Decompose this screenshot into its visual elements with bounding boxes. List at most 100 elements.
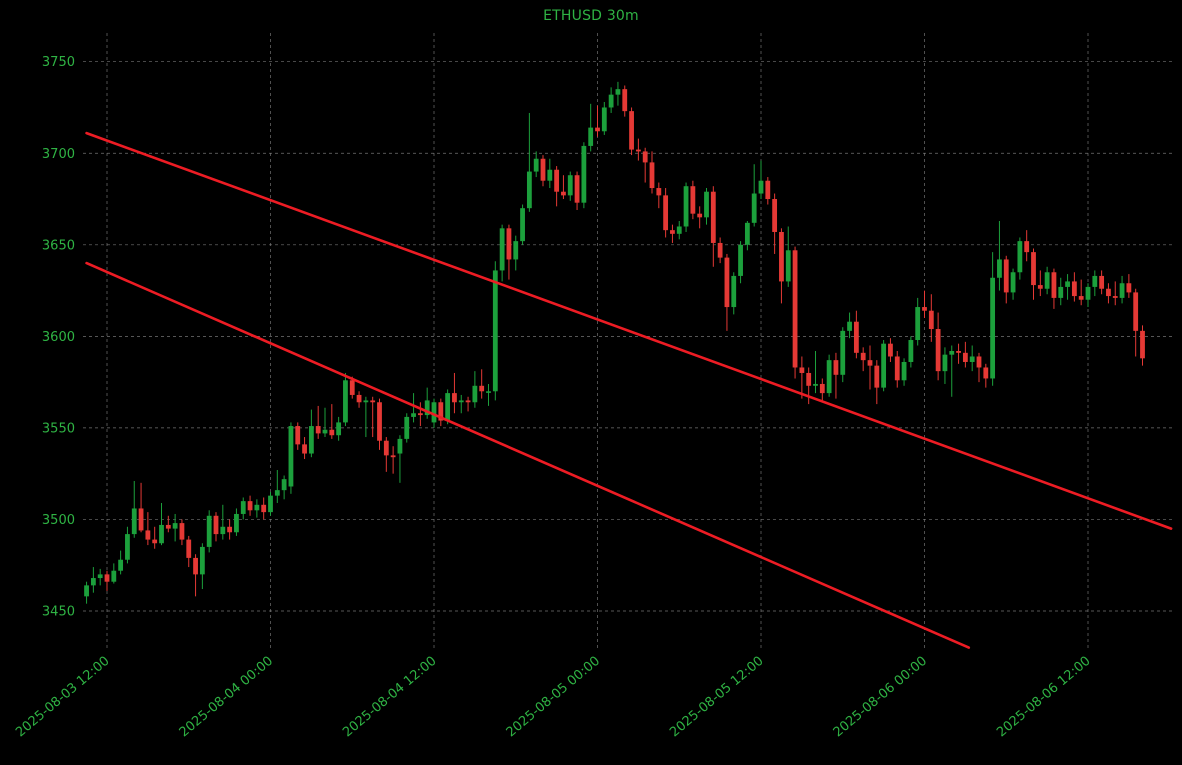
candle-body-down <box>806 372 812 386</box>
candle-body-up <box>220 526 226 535</box>
candle-body-up <box>908 340 914 362</box>
candle-body-down <box>860 352 866 361</box>
candle-body-down <box>349 380 355 395</box>
candle-body-down <box>853 321 859 353</box>
candle-body-down <box>1071 281 1077 297</box>
candle-body-down <box>724 257 730 308</box>
candle-body-down <box>819 383 825 394</box>
candle-body-up <box>915 307 921 341</box>
candle-body-up <box>486 391 491 393</box>
candle-body-down <box>976 356 982 368</box>
candle-body-up <box>206 515 212 547</box>
candle-body-up <box>199 546 205 575</box>
candle-body-down <box>104 574 110 582</box>
candle-body-down <box>656 188 662 196</box>
candle-body-up <box>513 241 519 260</box>
candle-body-down <box>247 501 253 511</box>
candle-body-up <box>588 127 594 146</box>
candle-body-down <box>779 231 784 282</box>
candle-body-down <box>956 350 961 353</box>
candle-body-down <box>179 523 185 540</box>
candle-body-up <box>547 169 553 181</box>
candle-body-down <box>506 228 512 260</box>
candle-body-down <box>383 440 389 456</box>
candle-body-up <box>336 422 342 436</box>
candle-body-up <box>424 400 430 416</box>
candle-body-down <box>227 526 233 533</box>
candle-body-up <box>676 226 682 234</box>
candle-body-up <box>1017 241 1023 273</box>
candle-body-up <box>949 350 955 355</box>
candle-body-down <box>390 455 396 458</box>
candle-body-up <box>118 559 124 571</box>
candle-body-up <box>234 513 239 533</box>
candle-body-up <box>785 250 791 282</box>
candle-body-down <box>799 367 805 373</box>
candle-body-up <box>942 354 948 372</box>
candle-body-up <box>1065 281 1070 287</box>
candle-body-up <box>1092 275 1098 287</box>
candle-body-up <box>84 585 89 597</box>
candle-body-down <box>370 400 376 403</box>
candle-body-down <box>833 360 839 375</box>
candle-body-down <box>302 444 307 454</box>
candle-body-down <box>1003 259 1009 293</box>
candle-body-down <box>1112 296 1118 298</box>
y-tick-label: 3650 <box>42 238 75 253</box>
candle-body-up <box>826 360 832 394</box>
candle-body-up <box>172 523 178 529</box>
candle-body-down <box>295 426 301 445</box>
candle-body-up <box>431 402 437 423</box>
candle-body-up <box>1010 272 1016 293</box>
candle-body-up <box>125 534 130 560</box>
candle-body-down <box>377 402 382 441</box>
candle-body-down <box>874 365 880 388</box>
candle-body-up <box>847 321 852 331</box>
candle-body-down <box>717 242 723 258</box>
candle-body-up <box>608 94 614 108</box>
candle-body-up <box>738 244 743 276</box>
y-tick-label: 3600 <box>42 330 75 345</box>
y-tick-label: 3750 <box>42 55 75 70</box>
candle-body-down <box>213 515 219 535</box>
candle-body-down <box>983 367 989 379</box>
candle-body-up <box>615 89 621 95</box>
candle-body-up <box>131 508 137 535</box>
candle-body-down <box>642 151 648 163</box>
candle-body-down <box>261 504 267 513</box>
candle-body-up <box>997 259 1002 278</box>
candle-body-up <box>520 208 525 242</box>
candle-body-down <box>465 400 471 403</box>
candle-body-up <box>397 438 403 454</box>
candle-body-up <box>990 277 996 379</box>
trendline-lower-channel <box>85 261 971 649</box>
candle-body-up <box>601 107 607 132</box>
candle-body-up <box>240 501 246 514</box>
x-tick-label: 2025-08-03 12:00 <box>13 654 112 741</box>
candle-body-down <box>1037 285 1043 289</box>
candle-body-down <box>670 230 675 234</box>
candle-body-down <box>962 352 968 362</box>
candle-body-up <box>411 413 416 417</box>
x-tick-label: 2025-08-06 12:00 <box>994 654 1093 741</box>
candle-body-down <box>894 356 900 381</box>
candle-body-down <box>710 191 716 243</box>
candle-body-up <box>274 490 280 496</box>
candle-body-up <box>1119 283 1125 298</box>
candle-body-down <box>193 557 198 575</box>
candle-body-up <box>159 524 164 544</box>
candle-body-up <box>1085 286 1091 300</box>
candle-body-down <box>1031 252 1036 286</box>
candle-body-up <box>404 416 410 439</box>
candle-body-down <box>888 343 893 357</box>
candle-body-down <box>452 393 457 403</box>
candle-body-up <box>683 186 689 227</box>
candle-body-up <box>758 180 764 194</box>
candle-body-up <box>322 429 328 434</box>
candle-body-down <box>145 530 151 540</box>
candle-body-up <box>281 479 287 491</box>
candle-body-down <box>867 360 873 366</box>
candle-body-up <box>458 400 464 403</box>
candle-body-down <box>690 186 696 214</box>
